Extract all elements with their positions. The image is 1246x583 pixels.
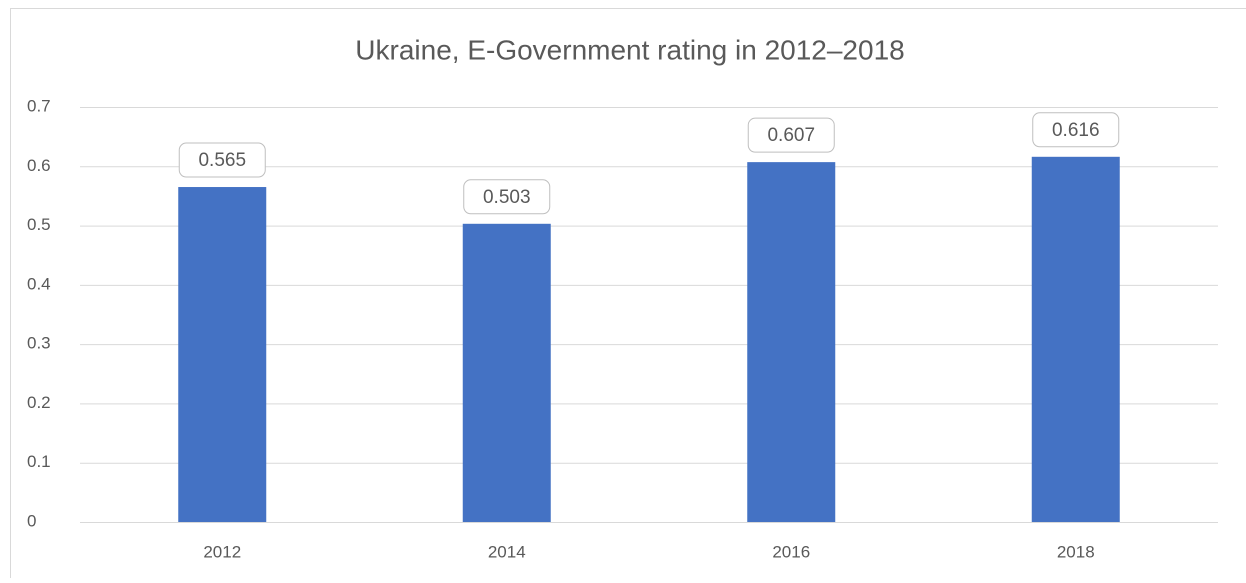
y-tick-label: 0.3: [27, 334, 51, 353]
y-tick-label: 0.6: [27, 156, 51, 175]
y-tick-label: 0: [27, 511, 36, 530]
y-tick-label: 0.7: [27, 96, 51, 115]
y-tick-label: 0.2: [27, 393, 51, 412]
x-tick-label: 2012: [203, 542, 241, 561]
x-tick-label: 2018: [1057, 542, 1095, 561]
bar: [178, 187, 266, 522]
chart-title: Ukraine, E-Government rating in 2012–201…: [355, 34, 904, 65]
y-tick-label: 0.4: [27, 274, 51, 293]
data-label: 0.503: [483, 187, 531, 208]
y-tick-label: 0.1: [27, 452, 51, 471]
data-label: 0.565: [198, 150, 246, 171]
bar: [463, 224, 551, 522]
y-tick-label: 0.5: [27, 215, 51, 234]
x-tick-label: 2014: [488, 542, 526, 561]
data-label: 0.607: [767, 125, 815, 146]
data-label: 0.616: [1052, 120, 1100, 141]
x-tick-label: 2016: [772, 542, 810, 561]
bar: [747, 162, 835, 522]
bar: [1032, 157, 1120, 522]
